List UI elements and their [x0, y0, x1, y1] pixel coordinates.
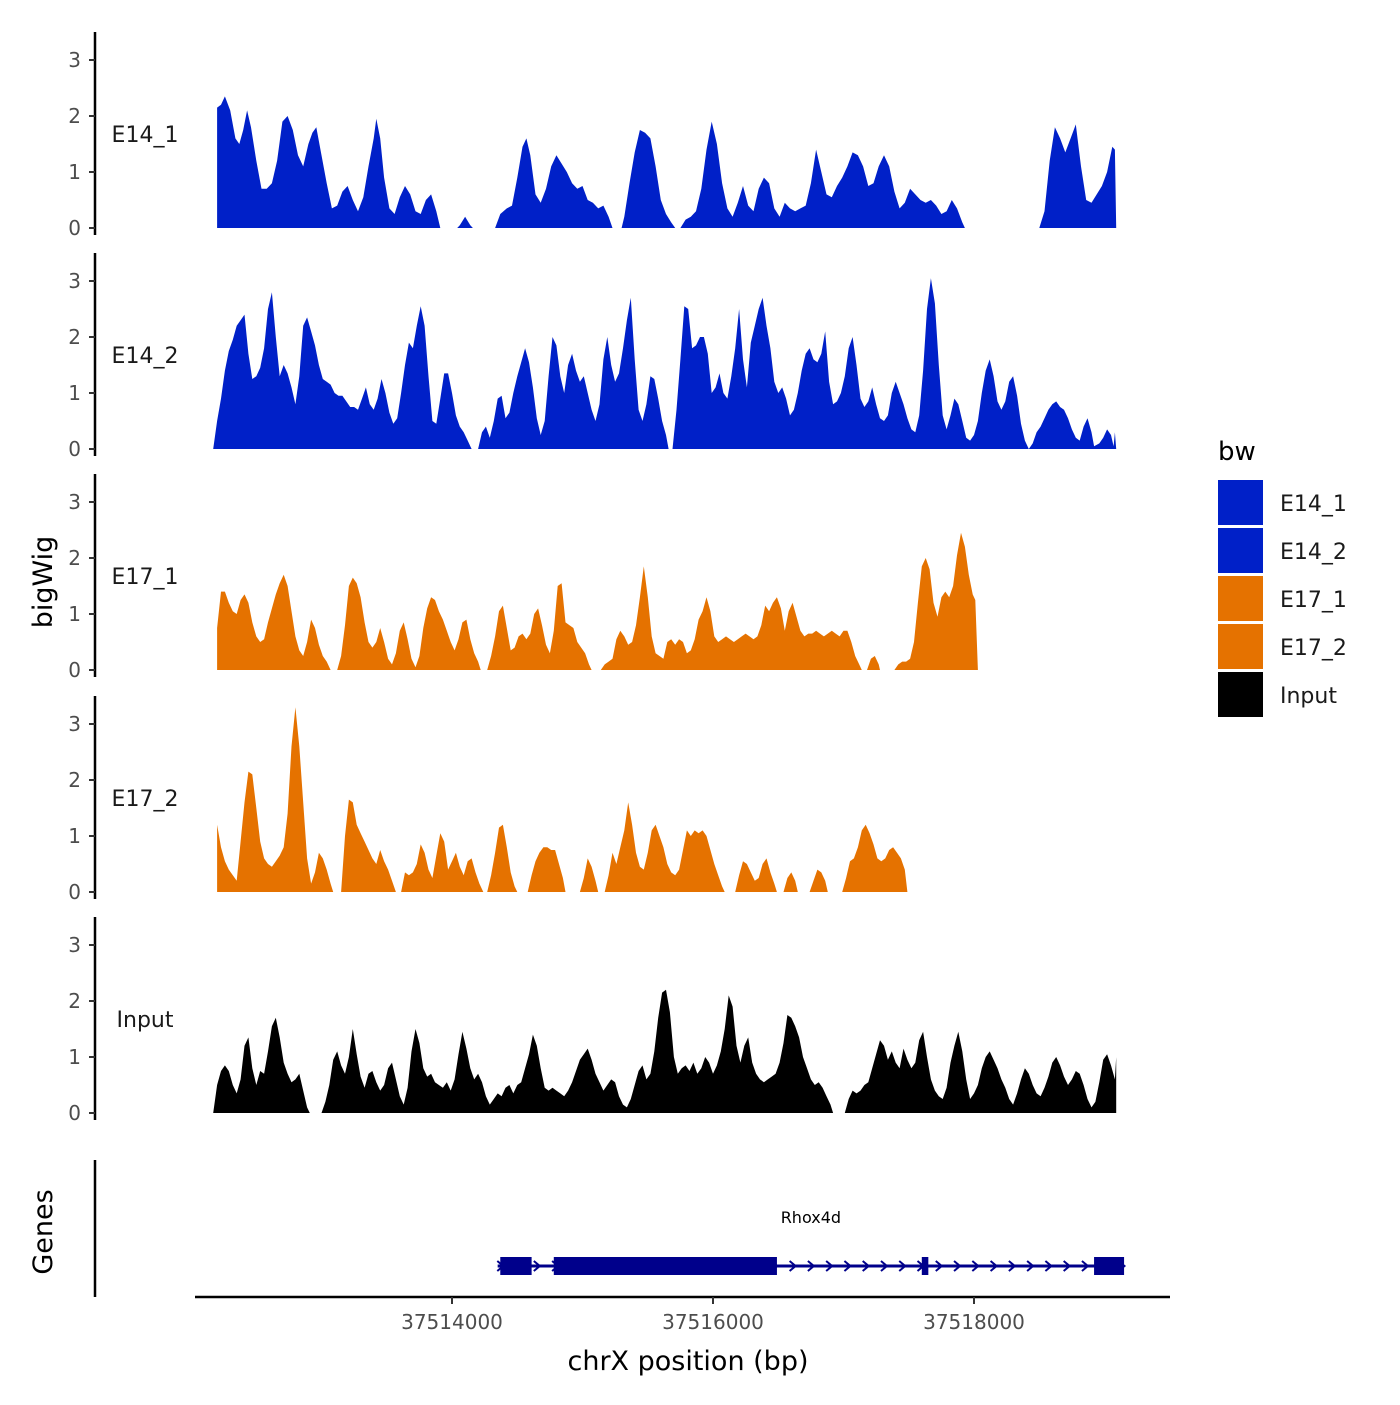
y-tick-label: 2: [68, 546, 81, 570]
y-tick-label: 2: [68, 989, 81, 1013]
y-tick-label: 3: [68, 712, 81, 736]
track-label: E14_2: [112, 344, 179, 369]
strand-arrow: [788, 1260, 798, 1272]
y-tick-label: 1: [68, 1045, 81, 1069]
x-axis: 37514000 37516000 37518000: [195, 1295, 1170, 1334]
y-tick-label: 3: [68, 490, 81, 514]
y-tick-label: 2: [68, 104, 81, 128]
legend-title: bw: [1218, 437, 1256, 467]
track-e17_2: 0 1 2 3 E17_2: [68, 696, 908, 904]
gene-exon: [921, 1257, 929, 1275]
legend-swatch-e17_1: [1218, 576, 1263, 621]
strand-arrow: [1044, 1260, 1053, 1272]
gene-exon: [1094, 1257, 1125, 1275]
coverage-area-e14_1: [217, 96, 1117, 229]
x-tick-label: 37518000: [923, 1310, 1025, 1334]
tracks-layer: 0 1 2 3 E14_1 0 1 2 3 E14_2 0 1 2 3 E17_1 0 1 2 3 E17_2 0 1 2 3…: [68, 32, 1117, 1125]
coverage-area-e14_2: [213, 278, 1117, 449]
genes-axis-title: Genes: [28, 1189, 59, 1274]
x-tick-label: 37516000: [662, 1310, 764, 1334]
legend-swatch-e17_2: [1218, 624, 1263, 669]
strand-arrow: [989, 1260, 999, 1272]
legend-label: E14_1: [1280, 492, 1347, 517]
y-tick-label: 2: [68, 768, 81, 792]
track-input: 0 1 2 3 Input: [68, 917, 1117, 1125]
y-tick-label: 3: [68, 933, 81, 957]
y-tick-label: 0: [68, 437, 81, 461]
x-tick-label: 37514000: [401, 1310, 503, 1334]
gene-exon: [553, 1257, 777, 1275]
y-tick-label: 1: [68, 824, 81, 848]
legend-swatch-e14_2: [1218, 528, 1263, 573]
coverage-area-e17_2: [217, 707, 908, 892]
strand-arrow: [953, 1260, 962, 1272]
legend-label: E17_2: [1280, 636, 1347, 661]
track-label: E14_1: [112, 123, 179, 148]
y-axis-title: bigWig: [28, 536, 59, 629]
strand-arrow: [898, 1260, 907, 1272]
legend-label: E14_2: [1280, 540, 1347, 565]
strand-arrow: [935, 1260, 944, 1272]
y-tick-label: 3: [68, 269, 81, 293]
y-tick-label: 0: [68, 216, 81, 240]
track-e14_1: 0 1 2 3 E14_1: [68, 32, 1117, 240]
strand-arrow: [825, 1260, 834, 1272]
y-tick-label: 1: [68, 381, 81, 405]
strand-arrow: [533, 1260, 542, 1272]
strand-arrow: [1008, 1260, 1017, 1272]
legend-label: E17_1: [1280, 588, 1347, 613]
track-label: Input: [117, 1008, 174, 1033]
y-tick-label: 0: [68, 1101, 81, 1125]
coverage-area-input: [213, 989, 1117, 1113]
y-tick-label: 1: [68, 160, 81, 184]
y-tick-label: 1: [68, 602, 81, 626]
y-tick-label: 2: [68, 325, 81, 349]
y-tick-label: 0: [68, 880, 81, 904]
strand-arrow: [1081, 1260, 1090, 1272]
legend-label: Input: [1280, 684, 1337, 709]
gene-exon: [500, 1257, 532, 1275]
gene-label: Rhox4d: [781, 1208, 841, 1227]
strand-arrow: [1063, 1260, 1072, 1272]
track-e14_2: 0 1 2 3 E14_2: [68, 253, 1117, 461]
strand-arrow: [807, 1260, 816, 1272]
legend-swatch-input: [1218, 672, 1263, 717]
strand-arrow: [880, 1260, 889, 1272]
strand-arrow: [1026, 1260, 1035, 1272]
track-label: E17_2: [112, 787, 179, 812]
legend: bw E14_1 E14_2 E17_1 E17_2 Input: [1218, 437, 1347, 717]
track-label: E17_1: [112, 565, 179, 590]
coverage-area-e17_1: [217, 532, 978, 670]
legend-swatch-e14_1: [1218, 480, 1263, 525]
strand-arrow: [862, 1260, 871, 1272]
y-tick-label: 3: [68, 48, 81, 72]
strand-arrow: [971, 1260, 980, 1272]
gene-track: Rhox4d: [93, 1160, 1127, 1297]
strand-arrow: [843, 1260, 852, 1272]
x-axis-title: chrX position (bp): [567, 1346, 808, 1377]
track-e17_1: 0 1 2 3 E17_1: [68, 474, 978, 682]
y-tick-label: 0: [68, 658, 81, 682]
